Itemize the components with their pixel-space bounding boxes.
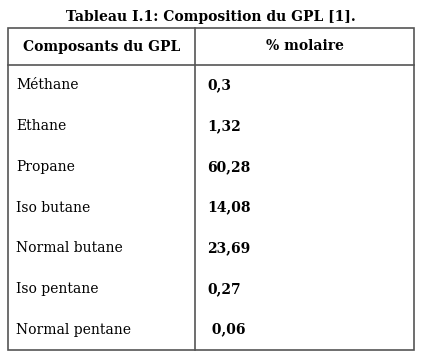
Text: Normal pentane: Normal pentane: [16, 323, 131, 337]
Text: 1,32: 1,32: [207, 119, 241, 133]
Bar: [8, 28, 414, 350]
Text: Propane: Propane: [16, 160, 75, 174]
Text: 23,69: 23,69: [207, 241, 250, 255]
Text: Méthane: Méthane: [16, 78, 78, 92]
Text: Tableau I.1: Composition du GPL [1].: Tableau I.1: Composition du GPL [1].: [66, 10, 356, 24]
Text: Normal butane: Normal butane: [16, 241, 123, 255]
Text: Iso butane: Iso butane: [16, 200, 90, 214]
Text: 0,27: 0,27: [207, 282, 241, 296]
Text: Iso pentane: Iso pentane: [16, 282, 98, 296]
Text: 0,06: 0,06: [207, 323, 246, 337]
Text: % molaire: % molaire: [265, 39, 344, 53]
Text: Ethane: Ethane: [16, 119, 66, 133]
Text: 14,08: 14,08: [207, 200, 251, 214]
Text: 60,28: 60,28: [207, 160, 250, 174]
Text: Composants du GPL: Composants du GPL: [23, 39, 180, 53]
Text: 0,3: 0,3: [207, 78, 231, 92]
